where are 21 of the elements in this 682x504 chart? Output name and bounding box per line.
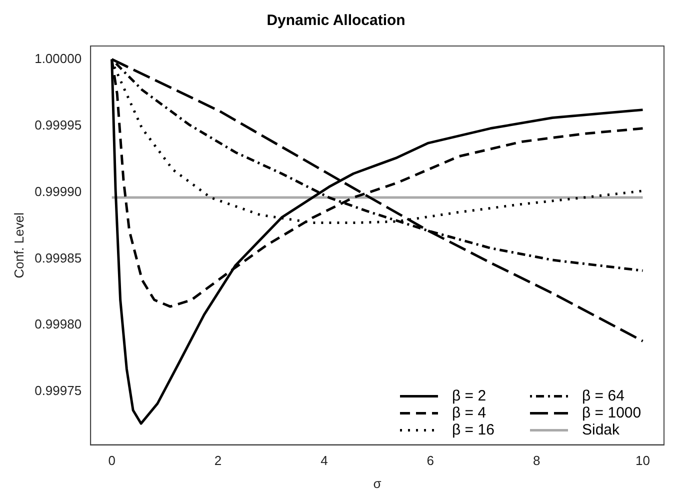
x-tick-label: 2 bbox=[214, 453, 222, 468]
y-tick-label: 0.99990 bbox=[34, 184, 82, 199]
legend-label: β = 1000 bbox=[582, 404, 642, 422]
legend-label: β = 64 bbox=[582, 387, 624, 404]
y-axis-title: Conf. Level bbox=[11, 212, 26, 278]
legend-label: β = 16 bbox=[452, 421, 494, 438]
x-tick-label: 0 bbox=[108, 453, 116, 468]
y-tick-label: 0.99980 bbox=[34, 316, 82, 332]
legend-label: β = 2 bbox=[452, 387, 486, 404]
x-tick-label: 6 bbox=[426, 453, 434, 468]
y-tick-label: 0.99975 bbox=[34, 383, 82, 398]
x-tick-label: 4 bbox=[320, 453, 328, 468]
legend-label: β = 4 bbox=[452, 404, 486, 422]
chart-title: Dynamic Allocation bbox=[266, 12, 406, 30]
legend-label: Sidak bbox=[582, 421, 620, 438]
x-tick-label: 8 bbox=[532, 453, 540, 468]
x-tick-label: 10 bbox=[636, 453, 650, 468]
y-tick-label: 0.99995 bbox=[34, 117, 82, 132]
y-tick-label: 1.00000 bbox=[34, 50, 82, 66]
y-tick-label: 0.99985 bbox=[34, 250, 82, 266]
x-axis-title: σ bbox=[373, 476, 382, 491]
